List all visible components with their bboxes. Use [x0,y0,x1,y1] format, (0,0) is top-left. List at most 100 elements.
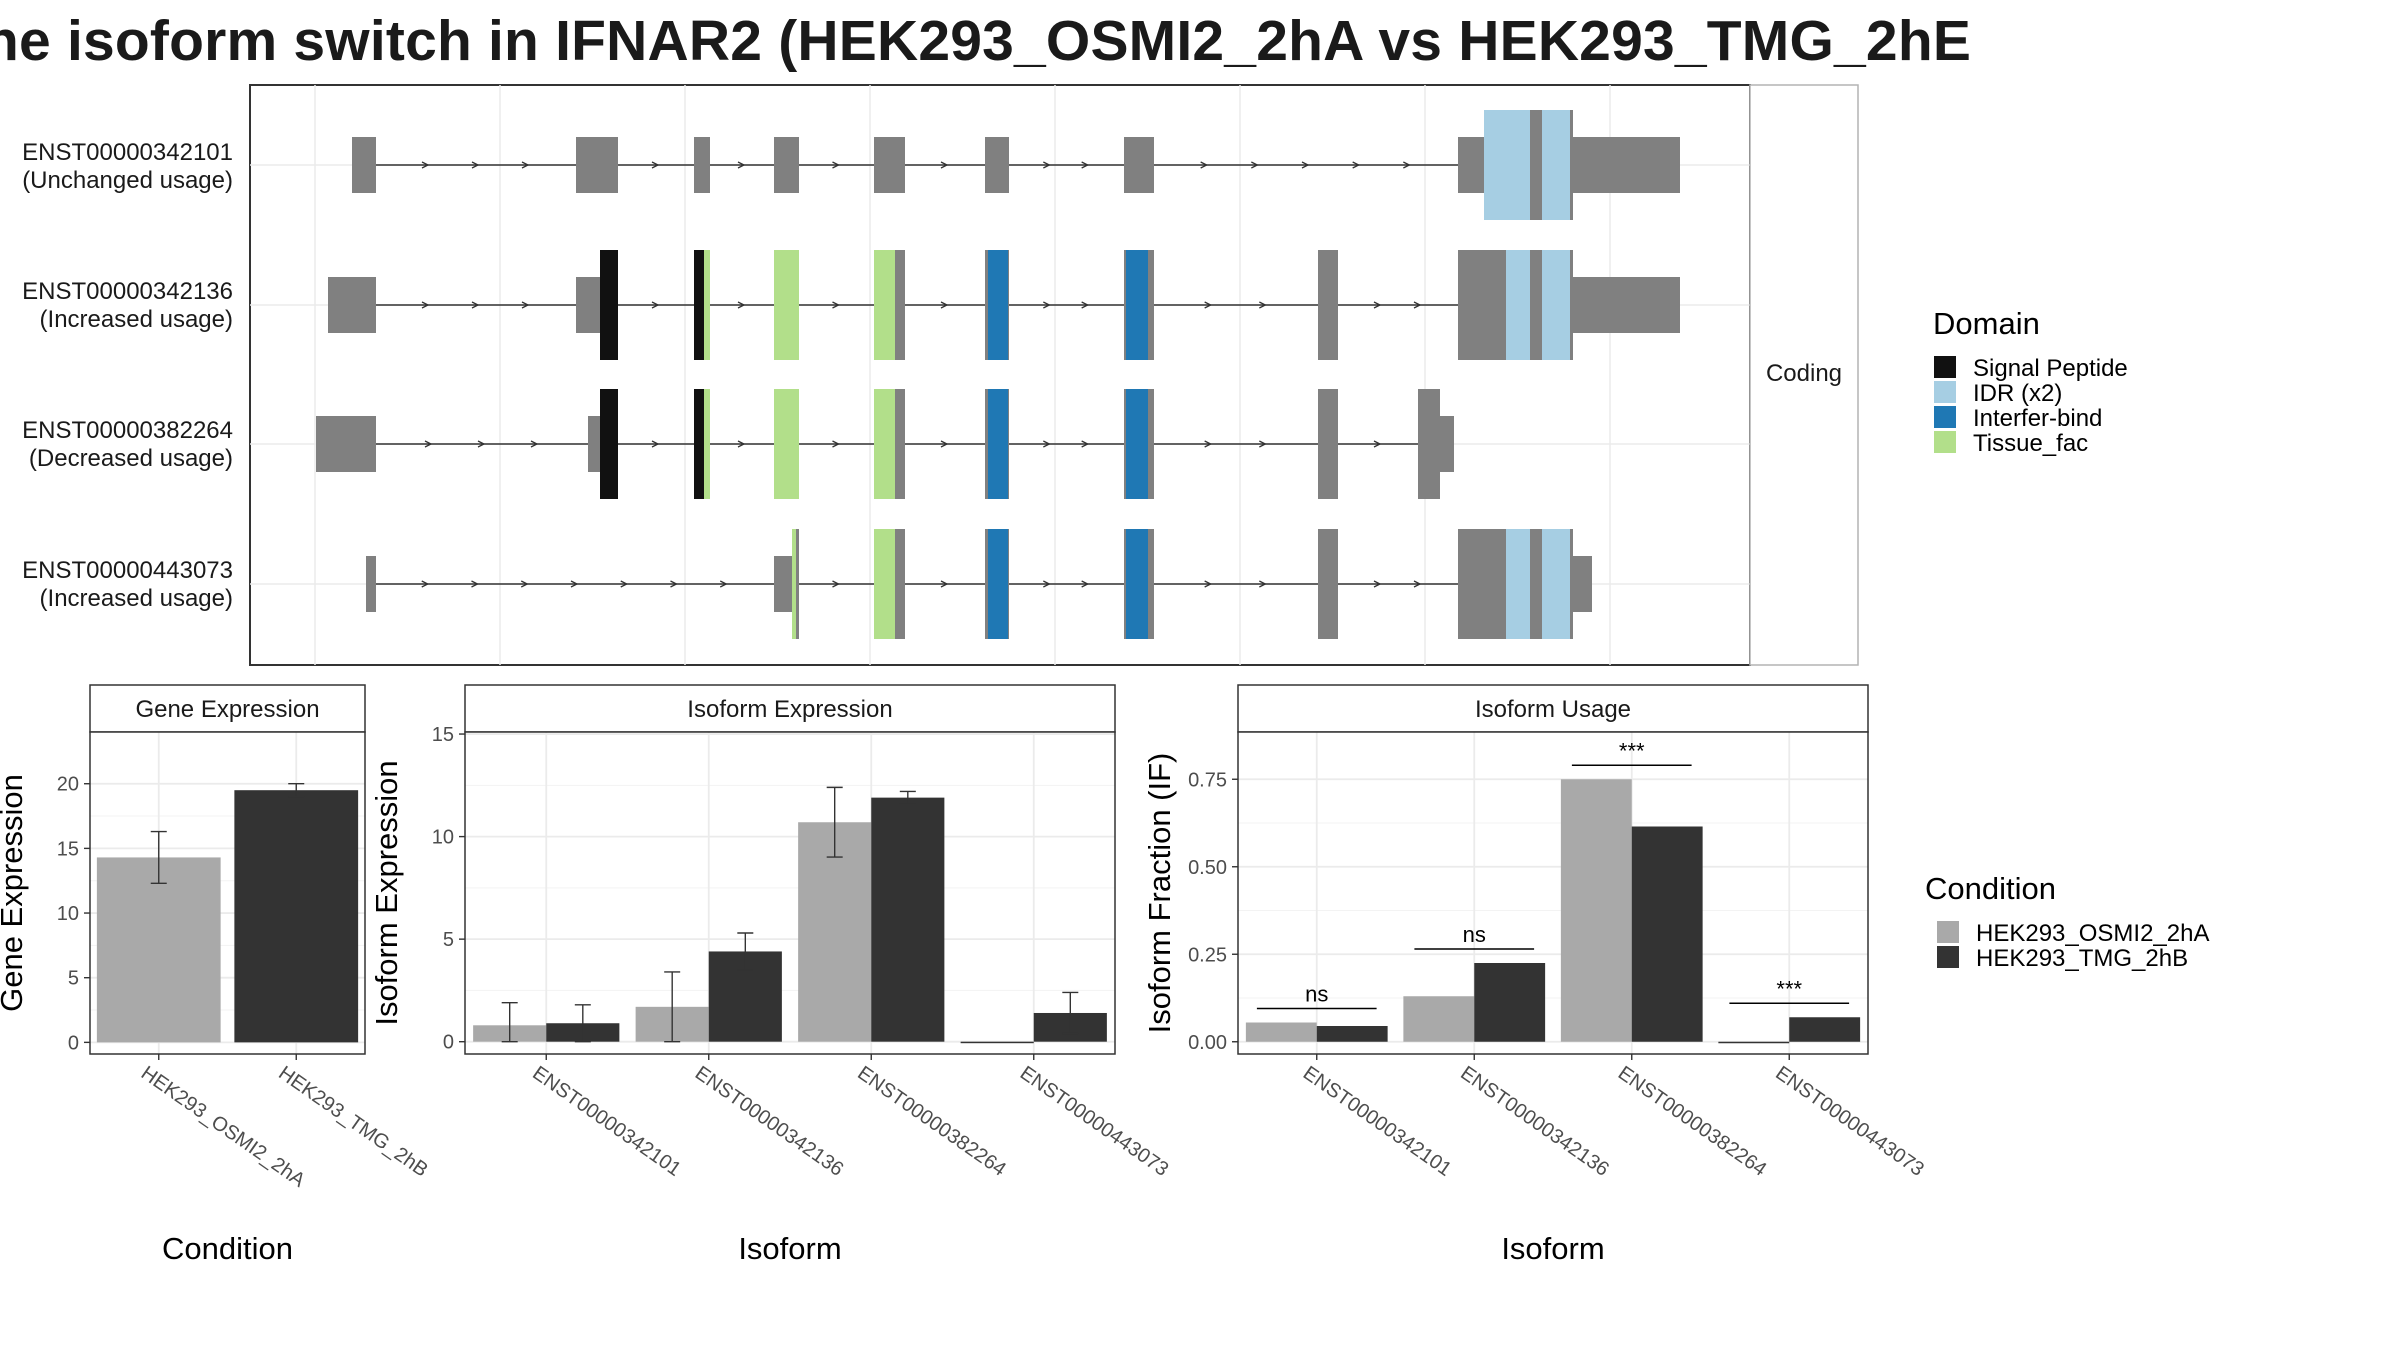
utr-exon [352,137,376,193]
intron-arrow [1373,580,1382,588]
y-tick-label: 0 [443,1032,454,1054]
domain-legend-title: Domain [1933,306,2040,341]
panel-title: Gene Expression [135,696,319,723]
intron-arrow [1081,161,1090,169]
intron-arrow [940,580,949,588]
domain-block [792,529,796,639]
transcript-track-3 [316,389,1454,499]
coding-facet-strip [1749,84,1859,666]
intron-arrow [1413,301,1422,309]
y-tick-label: 15 [57,838,79,860]
domain-key-interfer-bind [1934,406,1956,428]
domain-block [774,389,799,499]
intron-arrow [1200,161,1209,169]
bar-enst00000342101-a [1245,1022,1317,1042]
intron-arrow [477,440,486,448]
intron-arrow [1301,161,1310,169]
bar-enst00000443073-a [960,1041,1034,1044]
intron-arrow [651,440,660,448]
intron-arrow [737,440,746,448]
bar-enst00000342136-b [1474,963,1546,1042]
y-tick-label: 0 [68,1032,79,1054]
intron-arrow [1413,580,1422,588]
domain-legend-item-3: Interfer-bind [1973,405,2102,432]
condition-legend-item-2: HEK293_TMG_2hB [1976,945,2188,972]
utr-exon [1573,556,1592,612]
intron-arrow [1403,161,1411,169]
x-tick-label: ENST00000342136 [691,1062,848,1181]
x-tick-label: ENST00000382264 [1614,1062,1771,1181]
y-tick-label: 0.50 [1188,857,1227,879]
y-tick-label: 0.25 [1188,944,1227,966]
intron-arrow [940,301,949,309]
domain-key-tissue-fac [1934,431,1956,453]
utr-exon [1458,137,1484,193]
utr-exon [774,137,799,193]
bar-enst00000382264-a [798,822,872,1042]
domain-key-signal-peptide [1934,356,1956,378]
domain-block [1542,110,1570,220]
intron-arrow [1043,301,1051,309]
x-tick-label: ENST00000342136 [1456,1062,1613,1181]
x-axis-title: Isoform [1501,1231,1604,1266]
domain-block [774,250,799,360]
intron-arrow [1352,161,1361,169]
intron-arrow [737,301,746,309]
bar-enst00000342101-b [1316,1026,1388,1042]
utr-exon [1124,137,1154,193]
intron-arrow [940,161,949,169]
domain-legend-item-2: IDR (x2) [1973,380,2062,407]
isoform-label-2-usage: (Increased usage) [40,306,233,333]
structure-tracks [316,110,1680,639]
significance-label: *** [1776,976,1802,1001]
x-tick-label: ENST00000443073 [1771,1062,1928,1181]
domain-block [988,389,1008,499]
panel-strip [464,684,1116,733]
x-tick-label: ENST00000342101 [1299,1062,1456,1181]
domain-block [694,389,704,499]
bar-hek293-osmi2-2ha [96,857,221,1043]
intron-arrow [421,301,430,309]
x-axis-title: Isoform [738,1231,841,1266]
intron-arrow [1081,580,1090,588]
intron-arrow [651,161,660,169]
plot-border [89,731,366,1055]
y-tick-label: 20 [57,774,79,796]
panel-strip [1237,684,1869,733]
isoform-label-1-id: ENST00000342101 [22,139,233,166]
x-tick-label: ENST00000342101 [528,1062,685,1181]
intron-arrow [421,161,430,169]
domain-block [874,389,895,499]
y-tick-label: 10 [432,827,454,849]
bar-enst00000443073-b [1789,1017,1861,1042]
intron-arrow [471,301,480,309]
x-tick-label: HEK293_TMG_2hB [274,1062,431,1181]
y-tick-label: 0.00 [1188,1032,1227,1054]
y-axis-title: Isoform Fraction (IF) [1142,753,1177,1034]
y-tick-label: 0.75 [1188,769,1227,791]
utr-exon [366,556,376,612]
intron-arrow [471,580,479,588]
condition-key-a [1937,921,1959,943]
intron-arrow [620,580,629,588]
utr-exon [588,416,600,472]
utr-exon [576,277,600,333]
isoform-label-4-usage: (Increased usage) [40,585,233,612]
intron-arrow [521,161,530,169]
condition-key-b [1937,946,1959,968]
significance-label: *** [1619,738,1645,763]
coding-exon [1418,389,1440,499]
isoform-usage-panel: Isoform Usage ns ns *** *** 0.00 0.25 0.50 0.75 E… [1142,684,1928,1266]
isoform-row-labels: ENST00000342101 (Unchanged usage) ENST00… [22,139,233,612]
domain-block [988,250,1008,360]
intron-arrow [1259,580,1267,588]
bar-enst00000382264-a [1560,779,1632,1042]
bar-enst00000382264-b [871,797,945,1042]
domain-block [1542,529,1570,639]
y-tick-label: 15 [432,724,454,746]
plot-area [1238,732,1868,1054]
intron-arrow [1043,440,1051,448]
intron-arrow [832,580,840,588]
intron-arrow [521,301,530,309]
intron-arrow [471,161,480,169]
